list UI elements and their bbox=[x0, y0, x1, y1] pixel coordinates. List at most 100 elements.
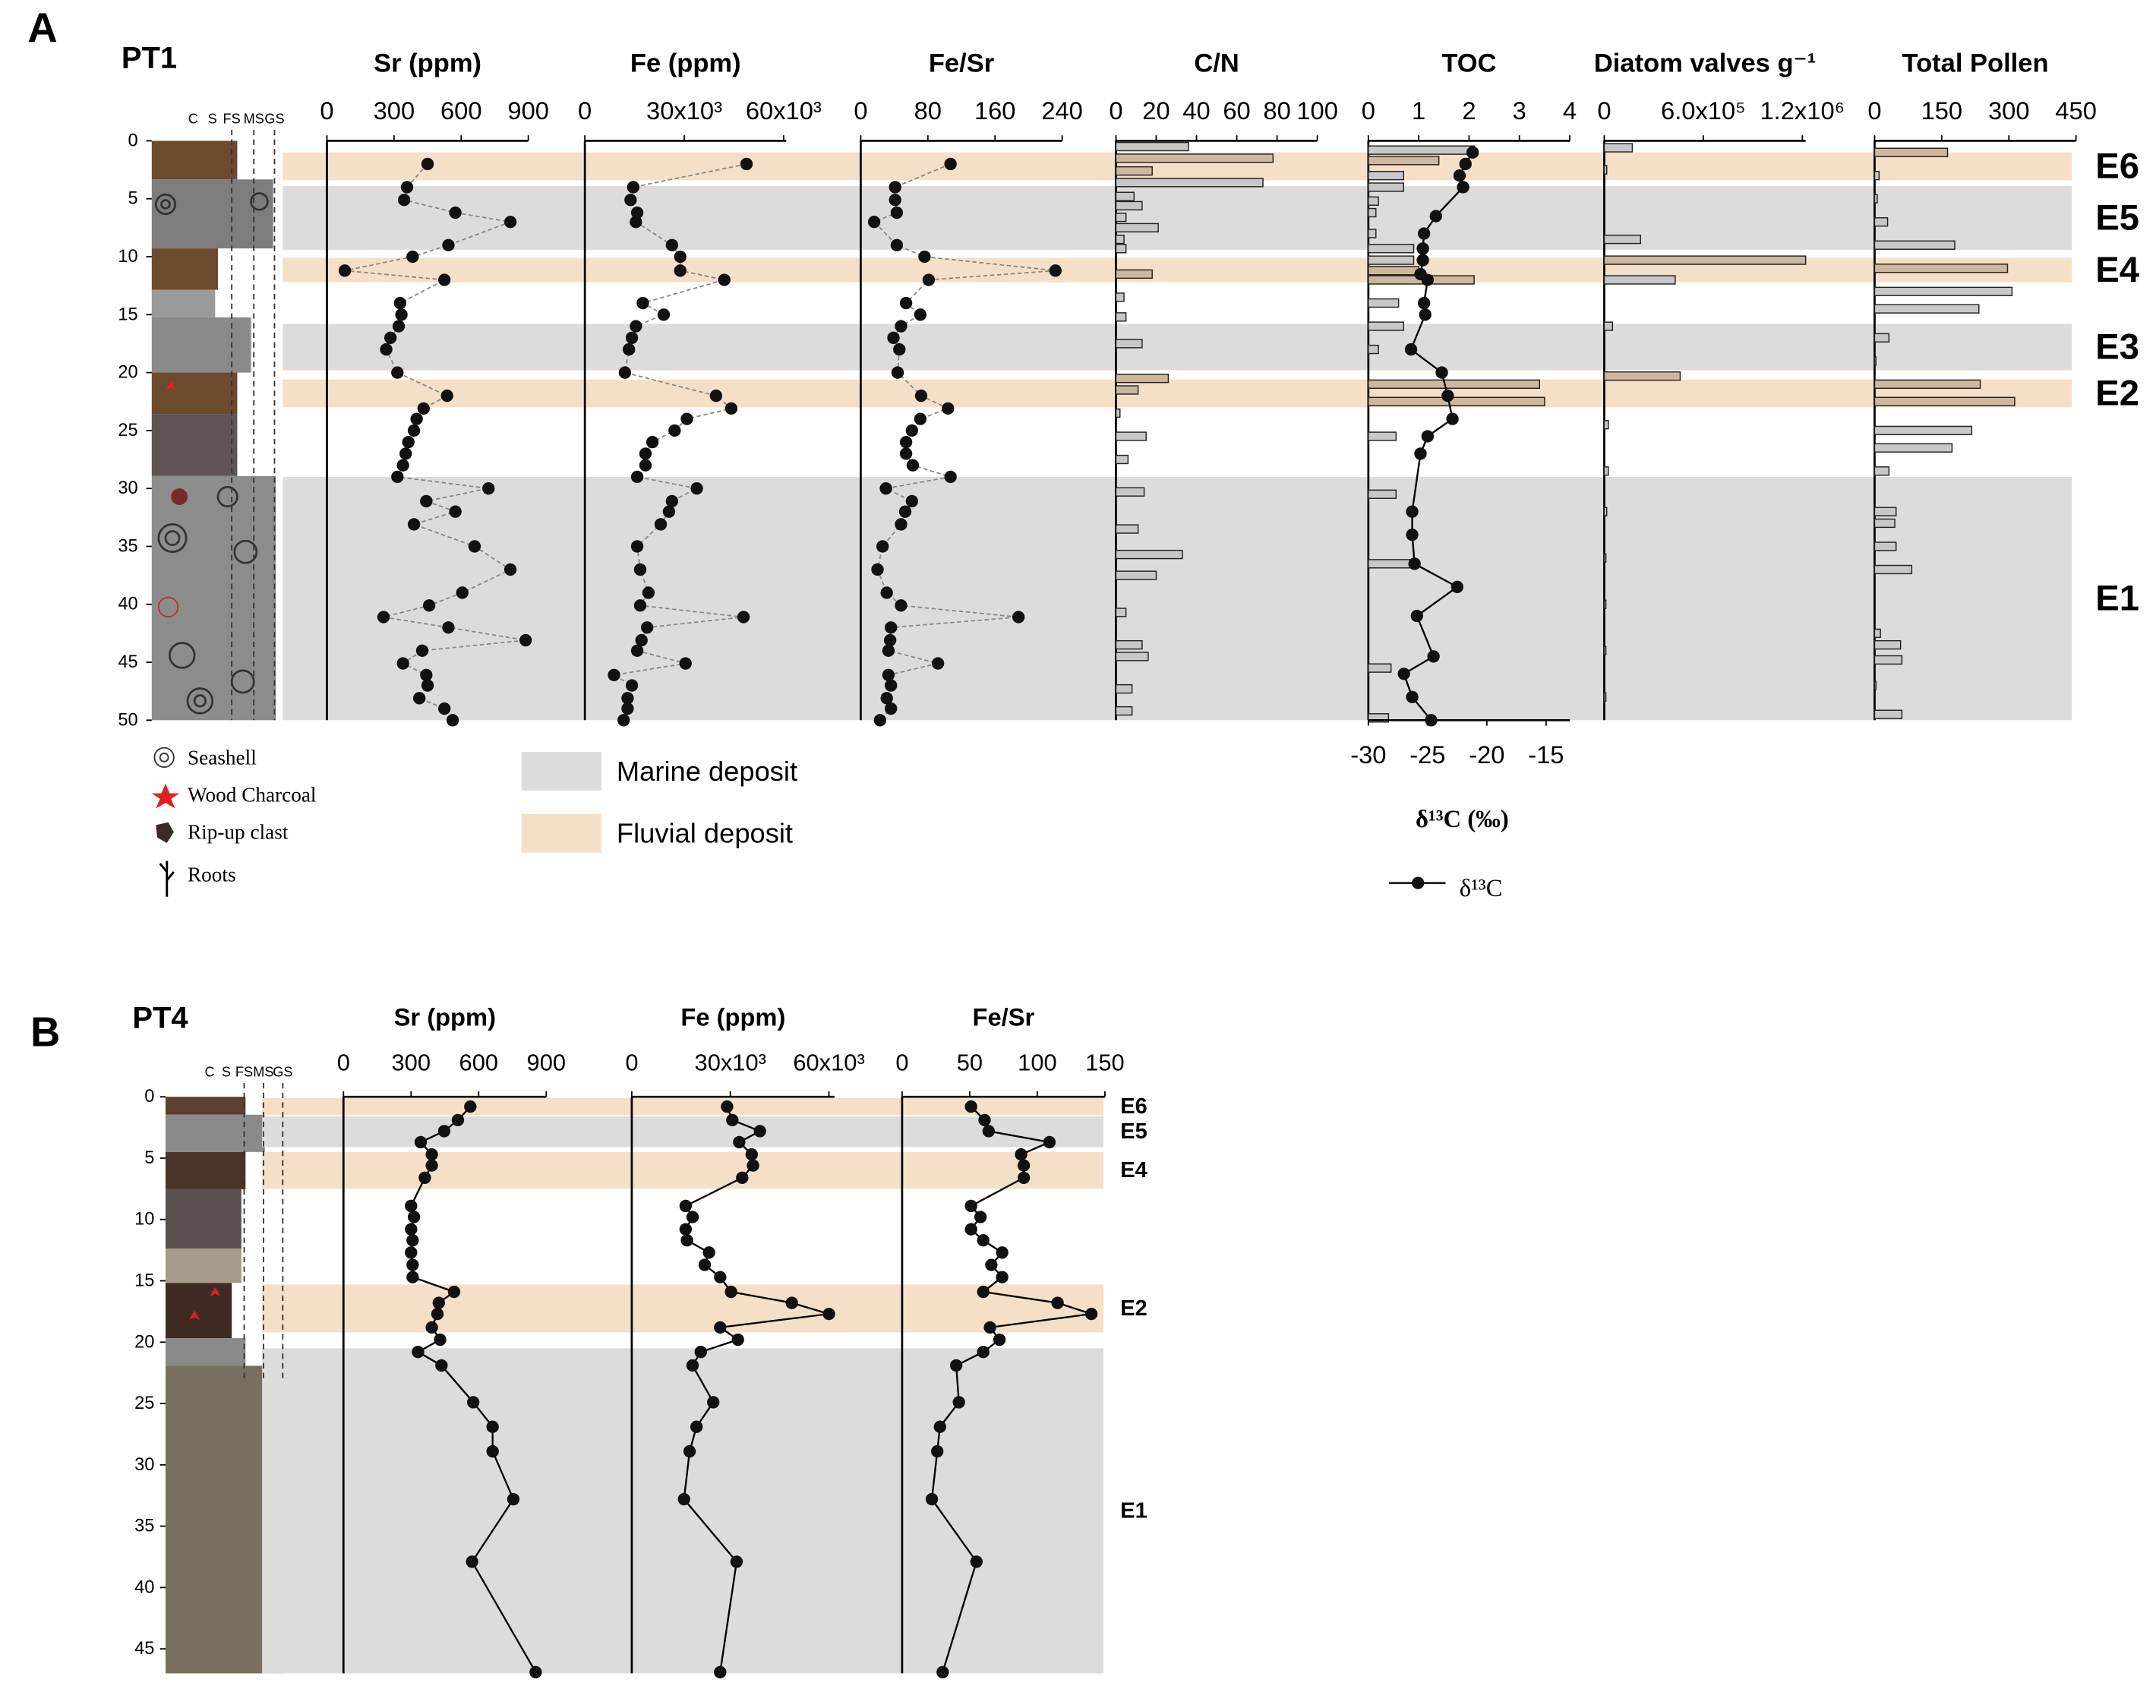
x2-tick-label: -25 bbox=[1409, 740, 1445, 769]
x-tick-label: 4 bbox=[1563, 96, 1577, 125]
x-tick-label: 100 bbox=[1018, 1049, 1057, 1075]
legend-icons bbox=[151, 747, 180, 897]
data-point bbox=[694, 1346, 707, 1359]
data-point bbox=[438, 702, 451, 715]
bar bbox=[1115, 223, 1159, 233]
bar bbox=[1368, 207, 1377, 218]
data-point bbox=[899, 447, 913, 460]
depth-tick-label: 50 bbox=[118, 710, 137, 730]
x2-tick-label: -20 bbox=[1469, 740, 1504, 769]
data-point bbox=[876, 540, 889, 553]
bar bbox=[1873, 541, 1897, 551]
legend-label: Wood Charcoal bbox=[188, 783, 317, 806]
data-point bbox=[503, 216, 517, 229]
bar bbox=[1115, 706, 1133, 716]
bar bbox=[1368, 344, 1379, 355]
data-point bbox=[1051, 1296, 1064, 1309]
bar bbox=[1873, 443, 1953, 453]
x-tick-label: 0 bbox=[578, 96, 592, 125]
data-point bbox=[702, 1246, 715, 1259]
x-tick-label: 900 bbox=[527, 1049, 567, 1075]
deposit-zone bbox=[283, 379, 2072, 408]
grain-size-label: C bbox=[188, 111, 198, 126]
data-point bbox=[996, 1246, 1009, 1259]
data-point bbox=[657, 308, 671, 321]
data-point bbox=[985, 1258, 998, 1271]
legend-swatch bbox=[521, 813, 601, 853]
bar bbox=[1115, 191, 1135, 201]
data-point bbox=[630, 206, 644, 219]
bar bbox=[1368, 396, 1545, 406]
data-point bbox=[1012, 611, 1025, 624]
data-point bbox=[890, 238, 904, 251]
bar bbox=[1603, 420, 1609, 430]
data-point bbox=[714, 1271, 727, 1283]
bar bbox=[1115, 652, 1149, 661]
data-point bbox=[507, 1492, 520, 1506]
legend-label: Rip-up clast bbox=[188, 820, 289, 843]
data-point bbox=[636, 296, 649, 310]
legend-label: δ¹³C bbox=[1460, 875, 1503, 902]
bar bbox=[1873, 356, 1877, 366]
data-point bbox=[977, 1285, 990, 1299]
bar bbox=[1368, 145, 1475, 155]
data-point bbox=[451, 1113, 465, 1127]
data-point bbox=[883, 633, 897, 647]
data-point bbox=[396, 657, 409, 670]
data-point bbox=[1417, 296, 1431, 310]
data-point bbox=[410, 412, 423, 425]
track-title: Fe (ppm) bbox=[630, 49, 741, 78]
bar bbox=[1368, 244, 1415, 254]
bar bbox=[1115, 408, 1121, 418]
x-tick-label: 0 bbox=[320, 96, 333, 125]
bar bbox=[1368, 255, 1415, 265]
data-point bbox=[1017, 1171, 1031, 1184]
data-point bbox=[406, 1271, 419, 1283]
data-point bbox=[1397, 668, 1410, 680]
x-tick-label: 300 bbox=[374, 96, 415, 125]
data-point bbox=[1043, 1135, 1056, 1149]
data-point bbox=[621, 692, 634, 705]
data-point bbox=[654, 518, 668, 531]
data-point bbox=[396, 459, 409, 472]
data-point bbox=[822, 1307, 835, 1321]
data-point bbox=[895, 518, 908, 531]
depth-tick-label: 30 bbox=[118, 478, 137, 498]
data-point bbox=[996, 1271, 1009, 1283]
data-point bbox=[407, 518, 421, 531]
track-title: Sr (ppm) bbox=[374, 49, 481, 78]
x-tick-label: 0 bbox=[1867, 96, 1881, 125]
data-point bbox=[942, 402, 955, 415]
data-point bbox=[412, 1346, 425, 1359]
data-point bbox=[418, 1171, 431, 1184]
data-point bbox=[630, 540, 644, 553]
data-point bbox=[1017, 1159, 1031, 1172]
data-point bbox=[384, 331, 397, 344]
depth-tick-label: 35 bbox=[118, 536, 137, 556]
deposit-zone bbox=[283, 476, 2072, 721]
data-point bbox=[970, 1555, 983, 1568]
bar bbox=[1115, 212, 1127, 223]
bar bbox=[1873, 147, 1949, 157]
bar bbox=[1115, 178, 1264, 188]
depth-tick-label: 15 bbox=[134, 1271, 154, 1290]
legend-label: Seashell bbox=[188, 746, 257, 769]
data-point bbox=[447, 1285, 461, 1299]
data-point bbox=[899, 435, 913, 449]
x2-tick-label: -15 bbox=[1528, 740, 1564, 769]
data-point bbox=[978, 1113, 991, 1127]
data-point bbox=[399, 447, 412, 460]
depth-tick-label: 10 bbox=[134, 1210, 154, 1230]
legend-label: Roots bbox=[188, 863, 236, 886]
data-point bbox=[893, 343, 906, 356]
data-point bbox=[1419, 308, 1432, 321]
x-tick-label: 20 bbox=[1142, 96, 1170, 125]
data-point bbox=[1416, 254, 1429, 267]
data-point bbox=[737, 611, 750, 624]
deposit-zone bbox=[283, 324, 2072, 371]
data-point bbox=[714, 1321, 727, 1334]
x-tick-label: 60x10³ bbox=[746, 96, 822, 125]
x-tick-label: 100 bbox=[1296, 96, 1338, 125]
